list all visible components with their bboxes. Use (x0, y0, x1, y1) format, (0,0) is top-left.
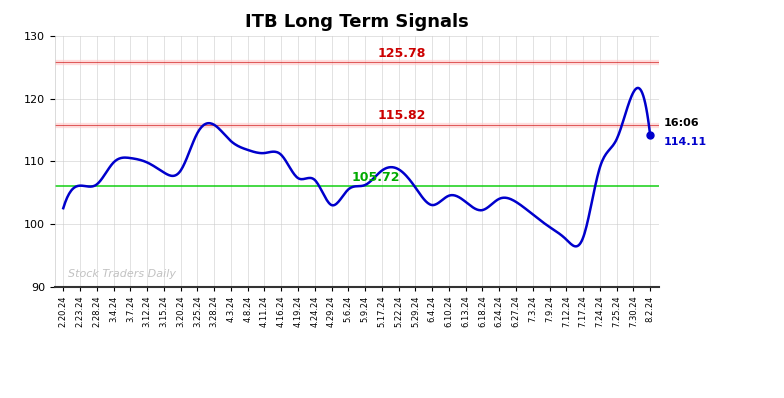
Text: 115.82: 115.82 (377, 109, 426, 122)
Bar (55, 123, 659, 127)
Text: Stock Traders Daily: Stock Traders Daily (68, 269, 176, 279)
Text: 114.11: 114.11 (663, 137, 706, 147)
Text: 105.72: 105.72 (352, 172, 400, 184)
Text: 125.78: 125.78 (377, 47, 426, 60)
Text: 16:06: 16:06 (663, 118, 699, 128)
Title: ITB Long Term Signals: ITB Long Term Signals (245, 14, 469, 31)
Bar (55, 60, 659, 64)
